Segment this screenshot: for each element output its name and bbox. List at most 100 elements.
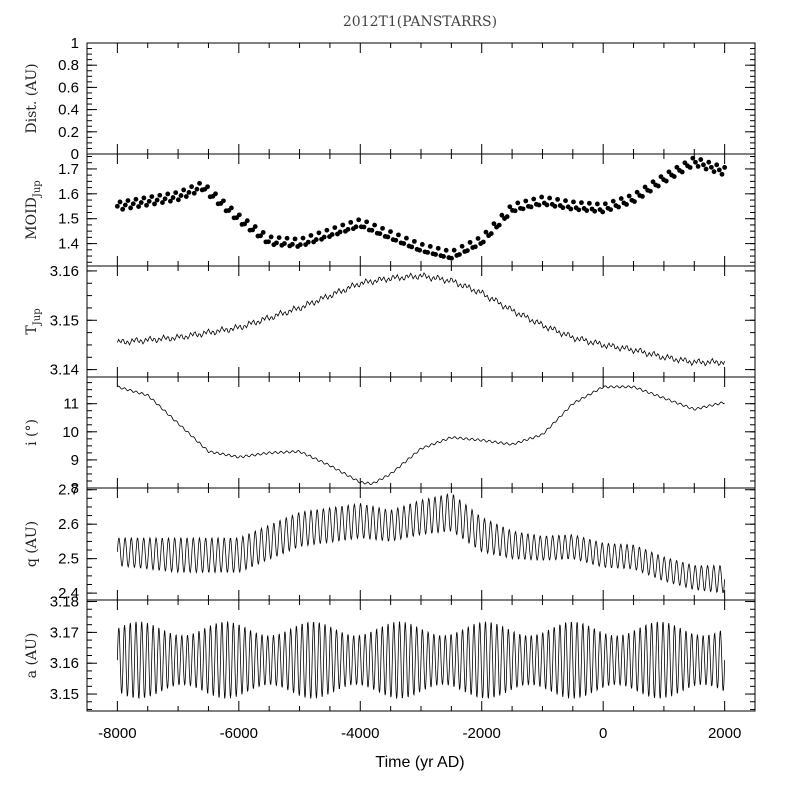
- data-line-q: [117, 492, 725, 594]
- data-point-moid: [520, 206, 526, 212]
- data-point-moid: [130, 201, 136, 207]
- data-point-moid: [714, 162, 720, 168]
- xtick-label: -4000: [341, 725, 379, 742]
- ytick-label-incl: 10: [62, 424, 79, 441]
- data-point-moid: [563, 198, 568, 204]
- data-point-moid: [584, 208, 590, 213]
- data-point-moid: [459, 243, 465, 249]
- data-line-incl: [117, 385, 725, 486]
- data-point-moid: [324, 227, 330, 233]
- data-point-moid: [552, 203, 558, 209]
- ytick-label-moid: 1.5: [58, 211, 79, 228]
- data-point-moid: [608, 207, 614, 212]
- data-point-moid: [531, 196, 537, 202]
- data-point-moid: [401, 241, 407, 246]
- data-point-moid: [316, 230, 322, 236]
- ytick-label-a: 3.18: [50, 594, 79, 611]
- data-point-moid: [411, 238, 417, 244]
- data-point-moid: [274, 240, 279, 246]
- data-point-moid: [221, 198, 226, 204]
- data-point-moid: [125, 198, 131, 204]
- panel-frame-tjup: [86, 265, 756, 378]
- data-point-moid: [491, 221, 497, 227]
- ytick-label-a: 3.17: [50, 624, 79, 641]
- data-point-moid: [122, 202, 128, 208]
- data-point-moid: [197, 180, 202, 186]
- data-point-moid: [600, 209, 606, 215]
- data-point-moid: [687, 165, 693, 170]
- data-point-moid: [568, 206, 574, 212]
- data-point-moid: [128, 205, 134, 211]
- data-point-moid: [618, 196, 624, 201]
- data-point-moid: [305, 239, 311, 245]
- data-point-moid: [499, 212, 505, 218]
- data-point-moid: [348, 219, 354, 225]
- ytick-label-q: 2.6: [58, 516, 79, 533]
- data-point-moid: [321, 234, 327, 240]
- data-point-moid: [205, 184, 210, 190]
- data-point-moid: [252, 224, 258, 229]
- data-point-moid: [523, 198, 529, 204]
- data-point-moid: [701, 162, 706, 168]
- data-point-moid: [703, 166, 709, 172]
- data-point-moid: [425, 250, 431, 255]
- panel-frame-dist: [86, 42, 756, 155]
- data-line-a: [117, 620, 725, 700]
- data-point-moid: [443, 247, 449, 253]
- data-point-moid: [289, 241, 295, 247]
- panel-tjup: 3.16 3.15 3.14 TJup: [24, 263, 756, 379]
- data-point-moid: [671, 174, 677, 179]
- data-point-moid: [149, 194, 155, 200]
- data-point-moid: [168, 198, 173, 204]
- data-point-moid: [504, 214, 510, 220]
- data-point-moid: [496, 222, 502, 228]
- data-point-moid: [647, 188, 653, 194]
- data-point-moid: [356, 217, 362, 223]
- y-axis-label-text-incl: i (°): [24, 419, 40, 446]
- ytick-label-tjup: 3.16: [50, 263, 79, 280]
- data-point-moid: [404, 235, 409, 241]
- xtick-label: -2000: [463, 725, 501, 742]
- y-axis-label-tjup: TJup: [24, 308, 43, 334]
- data-point-moid: [154, 197, 160, 203]
- panel-q: 2.7 2.6 2.5 2.4 q (AU): [24, 482, 756, 602]
- data-point-moid: [586, 200, 592, 206]
- data-point-moid: [663, 178, 669, 184]
- data-point-moid: [536, 202, 542, 208]
- ytick-label-incl: 8: [71, 480, 79, 497]
- data-point-moid: [576, 207, 582, 213]
- ytick-label-dist: 0.4: [58, 102, 79, 119]
- data-point-moid: [136, 204, 141, 209]
- panel-dist: 1 0.8 0.6 0.4 0.2 0 Dist. (AU): [24, 35, 756, 163]
- data-point-moid: [472, 244, 478, 250]
- data-point-moid: [640, 193, 645, 199]
- ytick-label-dist: 0.8: [58, 57, 79, 74]
- data-point-moid: [380, 225, 385, 231]
- data-point-moid: [242, 221, 248, 227]
- data-point-moid: [300, 235, 306, 241]
- data-point-moid: [308, 233, 314, 238]
- data-point-moid: [449, 255, 454, 261]
- data-point-moid: [722, 165, 728, 170]
- data-point-moid: [679, 169, 685, 175]
- data-point-moid: [528, 204, 534, 210]
- data-point-moid: [114, 203, 120, 209]
- data-point-moid: [372, 222, 377, 228]
- ytick-label-tjup: 3.14: [50, 362, 79, 379]
- data-point-moid: [175, 197, 181, 203]
- data-point-moid: [624, 202, 629, 207]
- xtick-label: 2000: [708, 725, 741, 742]
- data-point-moid: [260, 230, 266, 235]
- data-point-moid: [213, 191, 218, 197]
- data-point-moid: [560, 205, 566, 211]
- y-axis-label-text-a: a (AU): [24, 633, 40, 679]
- data-point-moid: [507, 204, 513, 210]
- data-point-moid: [284, 235, 290, 241]
- data-point-moid: [650, 179, 656, 185]
- data-point-moid: [419, 242, 425, 247]
- panel-frame-incl: [86, 376, 756, 489]
- data-point-moid: [244, 218, 250, 224]
- data-point-moid: [194, 186, 200, 192]
- data-point-moid: [329, 232, 335, 237]
